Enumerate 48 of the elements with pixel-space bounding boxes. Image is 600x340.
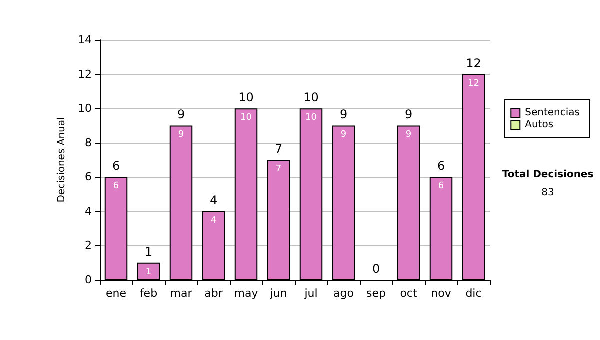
y-tick-label: 4 — [85, 204, 92, 218]
x-tick-label: nov — [431, 287, 452, 300]
total-label: 1 — [144, 244, 153, 259]
y-tick-label: 14 — [78, 34, 92, 46]
x-tick-label: oct — [400, 287, 418, 300]
total-label: 9 — [177, 108, 186, 122]
data-label: 9 — [178, 130, 184, 140]
total-label: 6 — [112, 159, 120, 174]
x-tick-label: sep — [366, 287, 386, 300]
y-tick-label: 10 — [78, 102, 92, 116]
data-label: 7 — [276, 164, 282, 174]
x-tick-label: dic — [466, 287, 482, 300]
data-label: 6 — [113, 182, 120, 192]
x-tick-label: jun — [269, 287, 288, 300]
y-axis-title: Decisiones Anual — [56, 117, 68, 203]
legend-label: Autos — [525, 120, 554, 130]
text: Total Decisiones — [502, 170, 594, 180]
data-label: 12 — [468, 78, 480, 89]
legend-label: Sentencias — [525, 108, 580, 118]
total-label: 4 — [210, 193, 218, 208]
x-tick-label: jul — [304, 287, 318, 300]
data-label: 9 — [406, 130, 412, 140]
y-tick-label: 12 — [78, 68, 92, 81]
text: 83 — [542, 188, 554, 198]
y-tick-label: 6 — [85, 170, 92, 184]
x-tick-label: may — [234, 287, 259, 300]
x-tick-label: abr — [204, 287, 224, 300]
total-label: 6 — [437, 159, 446, 174]
total-label: 7 — [274, 142, 283, 156]
total-label: 9 — [404, 108, 413, 122]
total-label: 9 — [340, 108, 348, 122]
data-label: 9 — [340, 130, 347, 140]
y-tick-label: 0 — [85, 274, 92, 286]
y-tick-label: 8 — [85, 136, 92, 150]
y-tick-label: 2 — [85, 239, 92, 252]
data-label: 10 — [306, 113, 318, 124]
total-label: 10 — [238, 90, 254, 105]
data-label: 4 — [210, 216, 217, 226]
data-label: 6 — [438, 182, 444, 192]
total-label: 10 — [304, 90, 319, 105]
total-label: 12 — [466, 56, 482, 70]
data-label: 10 — [240, 113, 252, 124]
x-tick-label: mar — [170, 287, 193, 300]
x-tick-label: ago — [334, 287, 354, 300]
data-label: 1 — [146, 267, 152, 278]
x-tick-label: ene — [106, 287, 127, 300]
total-label: 0 — [372, 262, 380, 276]
x-tick-label: feb — [140, 287, 158, 300]
